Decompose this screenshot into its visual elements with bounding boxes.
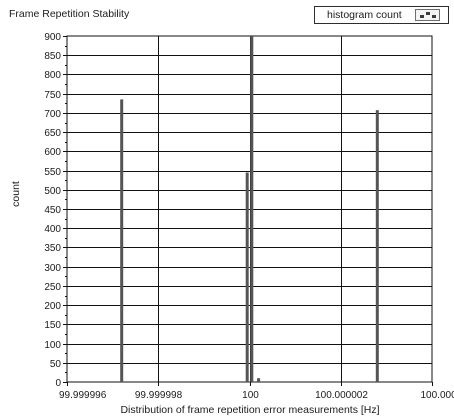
y-tick-label: 100 bbox=[44, 340, 61, 351]
y-tick-label: 200 bbox=[44, 301, 61, 312]
y-tick-label: 600 bbox=[44, 147, 61, 158]
axes bbox=[63, 36, 433, 386]
x-tick-label: 100.000004 bbox=[421, 390, 454, 401]
y-tick-label: 900 bbox=[44, 32, 61, 43]
y-tick-label: 450 bbox=[44, 205, 61, 216]
histogram-bar bbox=[375, 110, 379, 382]
y-tick-label: 300 bbox=[44, 263, 61, 274]
legend-label: histogram count bbox=[327, 9, 402, 21]
histogram-bar bbox=[250, 36, 254, 382]
y-axis-title: count bbox=[10, 181, 22, 207]
y-tick-label: 150 bbox=[44, 320, 61, 331]
legend-swatch-icon[interactable] bbox=[415, 9, 440, 21]
y-tick-label: 800 bbox=[44, 70, 61, 81]
y-tick-label: 400 bbox=[44, 224, 61, 235]
tick-labels: 0 50 100 150 200 250 300 350 400 450 500 550 600 650 7… bbox=[44, 32, 454, 401]
histogram-bar bbox=[245, 172, 249, 382]
legend[interactable]: histogram count bbox=[314, 6, 449, 24]
grid bbox=[67, 36, 432, 382]
y-tick-label: 500 bbox=[44, 186, 61, 197]
x-tick-label: 100 bbox=[242, 390, 259, 401]
x-tick-label: 100.000002 bbox=[315, 390, 368, 401]
x-tick-label: 99.999998 bbox=[135, 390, 183, 401]
y-tick-label: 850 bbox=[44, 51, 61, 62]
x-axis-title: Distribution of frame repetition error m… bbox=[120, 404, 380, 416]
x-tick-label: 99.999996 bbox=[59, 390, 107, 401]
y-tick-label: 0 bbox=[55, 378, 61, 389]
chart-title: Frame Repetition Stability bbox=[9, 8, 130, 20]
histogram-bar bbox=[120, 99, 124, 383]
y-tick-label: 750 bbox=[44, 90, 61, 101]
y-tick-label: 550 bbox=[44, 167, 61, 178]
y-tick-label: 50 bbox=[50, 359, 62, 370]
y-tick-label: 350 bbox=[44, 243, 61, 254]
histogram-bar bbox=[257, 378, 261, 382]
bars bbox=[120, 36, 379, 383]
y-tick-label: 650 bbox=[44, 128, 61, 139]
y-tick-label: 700 bbox=[44, 109, 61, 120]
y-tick-label: 250 bbox=[44, 282, 61, 293]
